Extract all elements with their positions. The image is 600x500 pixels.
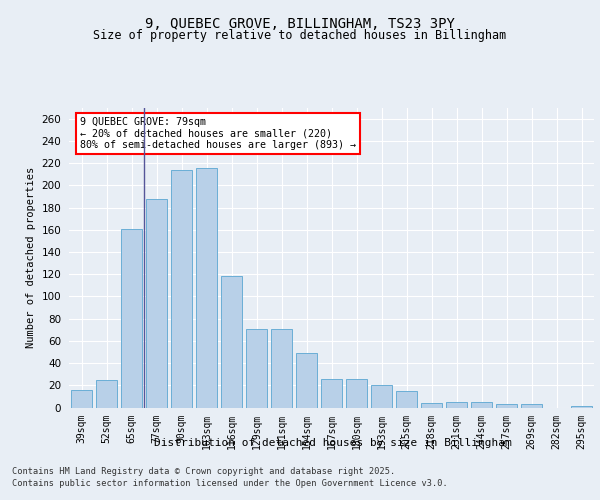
Text: Distribution of detached houses by size in Billingham: Distribution of detached houses by size … (154, 438, 512, 448)
Bar (421, 403, 442, 407)
Text: 9, QUEBEC GROVE, BILLINGHAM, TS23 3PY: 9, QUEBEC GROVE, BILLINGHAM, TS23 3PY (145, 18, 455, 32)
Bar (96, 380, 117, 407)
Bar (521, 404, 542, 407)
Bar (146, 198, 167, 408)
Bar (246, 328, 267, 407)
Bar (571, 406, 592, 408)
Text: 9 QUEBEC GROVE: 79sqm
← 20% of detached houses are smaller (220)
80% of semi-det: 9 QUEBEC GROVE: 79sqm ← 20% of detached … (79, 116, 355, 150)
Bar (396, 391, 417, 407)
Text: Size of property relative to detached houses in Billingham: Size of property relative to detached ho… (94, 29, 506, 42)
Bar (271, 328, 292, 407)
Bar (221, 276, 242, 407)
Bar (471, 402, 492, 407)
Bar (446, 402, 467, 407)
Bar (496, 404, 517, 407)
Y-axis label: Number of detached properties: Number of detached properties (26, 167, 36, 348)
Bar (121, 228, 142, 408)
Bar (171, 170, 192, 408)
Text: Contains HM Land Registry data © Crown copyright and database right 2025.: Contains HM Land Registry data © Crown c… (12, 468, 395, 476)
Bar (371, 386, 392, 407)
Bar (196, 168, 217, 408)
Text: Contains public sector information licensed under the Open Government Licence v3: Contains public sector information licen… (12, 479, 448, 488)
Bar (321, 378, 342, 408)
Bar (71, 390, 92, 407)
Bar (296, 353, 317, 408)
Bar (346, 378, 367, 408)
